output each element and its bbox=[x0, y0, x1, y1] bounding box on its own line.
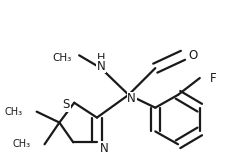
Text: N: N bbox=[97, 60, 105, 73]
Text: N: N bbox=[100, 142, 108, 155]
Text: CH₃: CH₃ bbox=[13, 139, 31, 149]
Text: S: S bbox=[63, 98, 70, 111]
Text: O: O bbox=[188, 49, 197, 62]
Text: CH₃: CH₃ bbox=[5, 107, 23, 117]
Text: N: N bbox=[127, 92, 136, 105]
Text: CH₃: CH₃ bbox=[52, 53, 71, 63]
Text: H: H bbox=[97, 53, 105, 63]
Text: F: F bbox=[210, 72, 216, 85]
